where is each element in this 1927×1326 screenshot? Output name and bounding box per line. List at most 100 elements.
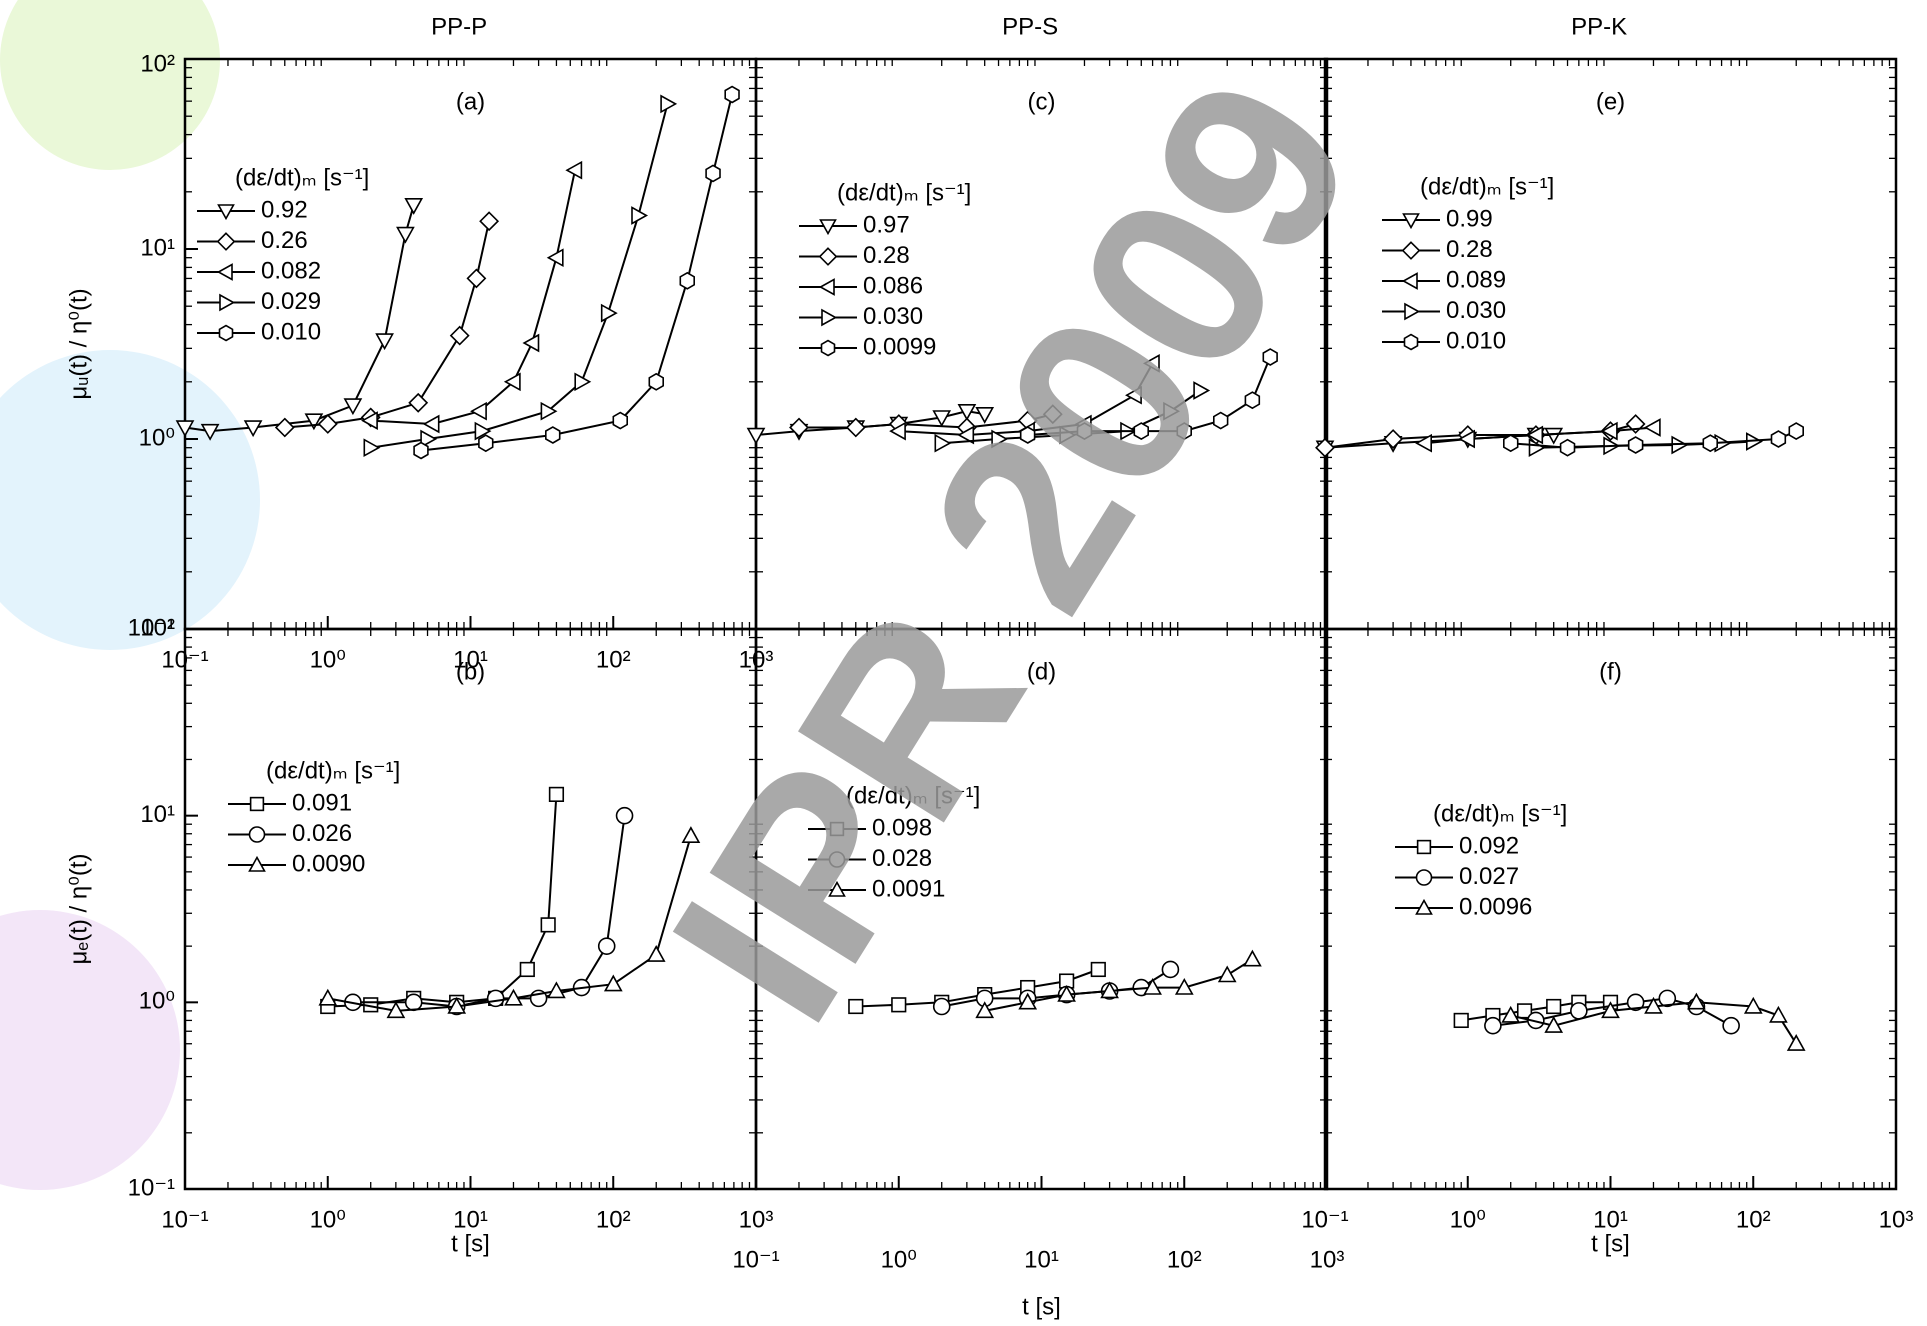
data-marker: [1143, 977, 1162, 995]
legend-label: 0.0096: [1459, 893, 1532, 920]
data-marker: [304, 413, 324, 431]
data-marker: [615, 806, 634, 825]
x-tick-label: 10³: [1310, 1246, 1345, 1273]
data-marker: [375, 333, 394, 351]
data-marker: [1722, 1016, 1740, 1035]
data-marker: [565, 160, 583, 180]
legend-label: 0.0090: [292, 850, 365, 877]
data-marker: [1059, 425, 1077, 445]
x-tick-label: 10⁰: [310, 646, 346, 673]
data-marker: [479, 211, 500, 232]
legend-title: (dε/dt)ₘ [s⁻¹]: [837, 179, 971, 206]
legend-label: 0.029: [261, 288, 321, 315]
data-marker: [474, 421, 492, 441]
data-marker: [1176, 422, 1192, 441]
data-marker: [1600, 421, 1618, 441]
data-marker: [1174, 977, 1194, 995]
background-blob: [0, 0, 220, 170]
data-marker: [1743, 996, 1763, 1014]
data-marker: [1769, 1005, 1788, 1023]
data-marker: [1526, 425, 1544, 445]
legend-marker: [828, 851, 846, 868]
panel: 10⁻¹ 10⁰ 10¹ 10² 10³ (f) t [s] (dε/dt)ₘ [s⁻¹] 0.…: [1301, 627, 1913, 1257]
data-marker: [1453, 1012, 1469, 1029]
legend-marker: [216, 263, 233, 281]
legend-label: 0.26: [261, 227, 308, 254]
data-marker: [1516, 1003, 1533, 1019]
y-tick-label: 10⁰: [139, 424, 175, 451]
data-marker: [1702, 434, 1718, 453]
legend-label: 0.97: [863, 211, 910, 238]
series-line: [352, 815, 626, 1008]
legend-title: (dε/dt)ₘ [s⁻¹]: [1433, 800, 1567, 827]
x-tick-label: 10⁻¹: [161, 1206, 208, 1233]
data-marker: [1217, 965, 1237, 983]
legend-marker: [1402, 213, 1420, 230]
data-marker: [991, 429, 1009, 449]
data-marker: [1644, 996, 1663, 1014]
data-marker: [600, 303, 618, 323]
data-marker: [1161, 960, 1180, 979]
data-marker: [1559, 438, 1576, 457]
data-marker: [891, 997, 907, 1013]
legend-label: 0.28: [1446, 236, 1493, 263]
x-tick-label: 10¹: [1593, 1206, 1628, 1233]
data-marker: [470, 401, 487, 421]
data-marker: [466, 268, 487, 289]
legend-label: 0.026: [292, 820, 352, 847]
legend-marker: [219, 293, 236, 312]
data-marker: [544, 426, 561, 444]
panel-label: (f): [1599, 658, 1622, 685]
legend-marker: [1403, 333, 1419, 351]
legend-marker: [248, 855, 266, 872]
data-marker: [317, 414, 338, 434]
y-tick-label: 10⁰: [139, 988, 175, 1015]
legend-marker: [1415, 869, 1433, 886]
data-marker: [845, 417, 866, 438]
data-marker: [420, 429, 438, 449]
data-marker: [597, 937, 616, 955]
data-marker: [1262, 348, 1278, 366]
data-marker: [175, 420, 195, 438]
data-marker: [1243, 949, 1262, 967]
data-marker: [660, 94, 678, 114]
x-tick-label: 10⁻¹: [732, 1246, 779, 1273]
data-marker: [1601, 1001, 1620, 1019]
y-tick-label: 10⁻¹: [128, 614, 175, 641]
data-marker: [396, 226, 415, 244]
x-tick-label: 10⁰: [881, 1246, 917, 1273]
data-marker: [200, 423, 220, 441]
data-marker: [478, 434, 494, 453]
legend-label: 0.0099: [863, 333, 936, 360]
legend-marker: [829, 821, 845, 837]
data-marker: [519, 961, 535, 978]
x-axis-label: t [s]: [1022, 1293, 1061, 1320]
data-marker: [1658, 989, 1677, 1008]
panel-label: (a): [456, 88, 485, 115]
panel: PP-S (c) (dε/dt)ₘ [s⁻¹] 0.97 0.28 0.086 0.030 0…: [746, 13, 1329, 631]
legend-label: 0.091: [292, 789, 352, 816]
data-marker: [548, 786, 565, 802]
data-marker: [1544, 427, 1564, 445]
legend-marker: [821, 308, 838, 327]
legend-label: 0.086: [863, 272, 923, 299]
series-line: [941, 389, 1202, 445]
legend-title: (dε/dt)ₘ [s⁻¹]: [1420, 173, 1554, 200]
legend-marker: [248, 826, 266, 843]
data-marker: [975, 1001, 995, 1019]
legend-label: 0.089: [1446, 266, 1506, 293]
data-marker: [1627, 436, 1644, 454]
series-line: [984, 958, 1253, 1012]
panel: 10⁻¹ 10⁰ 10¹ 10² 10³ 10⁻¹ 10⁰ 10¹ 10² (b) μₑ(t) / …: [65, 614, 773, 1257]
x-tick-label: 10²: [596, 1206, 631, 1233]
data-marker: [408, 392, 429, 413]
data-marker: [386, 1001, 406, 1019]
series-line: [370, 103, 669, 449]
data-marker: [1528, 438, 1546, 458]
data-marker: [522, 333, 540, 353]
legend-marker: [1401, 272, 1418, 290]
x-axis-label: t [s]: [451, 1230, 490, 1257]
data-marker: [679, 271, 696, 290]
data-marker: [889, 421, 906, 441]
y-tick-label: 10⁻¹: [128, 1174, 175, 1201]
